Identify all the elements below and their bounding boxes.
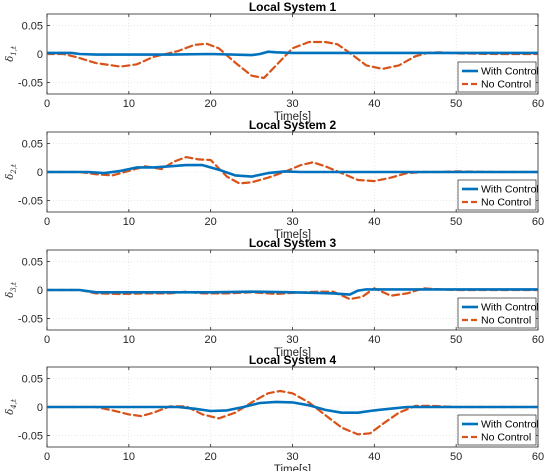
x-axis-label: Time[s] — [274, 464, 311, 471]
legend-label: No Control — [481, 315, 531, 327]
y-axis-label: δ4,t — [5, 399, 18, 415]
y-axis-label-subscript: 1,t — [10, 46, 18, 56]
x-tick-label: 50 — [450, 451, 462, 463]
x-tick-label: 20 — [205, 98, 217, 110]
legend-label: With Control — [481, 66, 539, 78]
chart-title: Local System 3 — [249, 236, 337, 250]
x-tick-label: 30 — [286, 98, 298, 110]
x-tick-label: 0 — [44, 98, 50, 110]
y-axis-label-subscript: 2,t — [10, 164, 18, 175]
x-tick-label: 0 — [44, 334, 50, 346]
y-tick-label: -0.05 — [18, 431, 43, 443]
x-tick-label: 0 — [44, 216, 50, 228]
y-tick-label: 0.05 — [22, 256, 43, 268]
x-tick-label: 40 — [368, 216, 380, 228]
y-tick-label: -0.05 — [18, 196, 43, 208]
legend-box — [457, 179, 537, 211]
y-axis-label-subscript: 4,t — [10, 399, 18, 410]
chart-title: Local System 1 — [249, 0, 337, 14]
y-tick-label: 0.05 — [22, 373, 43, 385]
chart-title: Local System 2 — [249, 118, 337, 132]
x-tick-label: 60 — [532, 98, 544, 110]
x-tick-label: 40 — [368, 98, 380, 110]
y-tick-label: 0 — [37, 285, 43, 297]
x-tick-label: 10 — [123, 451, 135, 463]
x-tick-label: 40 — [368, 451, 380, 463]
legend-label: No Control — [481, 79, 531, 91]
x-tick-label: 30 — [286, 451, 298, 463]
y-axis-label-symbol: δ — [5, 56, 16, 62]
x-axis-label: Time[s] — [274, 111, 311, 123]
subplot-2: Local System 20 10 20 30 40 50 600.050-0.05Tim… — [5, 118, 544, 241]
legend-box — [457, 297, 537, 329]
no-control-line — [47, 389, 538, 436]
legend-label: With Control — [481, 419, 539, 431]
y-axis-label-subscript: 3,t — [10, 282, 18, 292]
legend-box — [457, 414, 537, 446]
x-tick-label: 50 — [450, 98, 462, 110]
x-axis-label: Time[s] — [274, 229, 311, 241]
y-tick-label: 0 — [37, 167, 43, 179]
legend-label: With Control — [481, 302, 539, 314]
x-tick-label: 0 — [44, 451, 50, 463]
x-tick-label: 50 — [450, 216, 462, 228]
x-tick-label: 10 — [123, 98, 135, 110]
x-tick-label: 30 — [286, 334, 298, 346]
subplot-1: Local System 10 10 20 30 40 50 600.050-0.05Tim… — [5, 0, 544, 123]
x-tick-label: 10 — [123, 334, 135, 346]
legend-label: With Control — [481, 184, 539, 196]
legend-label: No Control — [481, 197, 531, 209]
legend-box — [457, 61, 537, 93]
x-tick-label: 20 — [205, 216, 217, 228]
with-control-line — [47, 50, 538, 57]
y-tick-label: 0.05 — [22, 20, 43, 32]
with-control-line — [47, 288, 538, 296]
x-tick-label: 10 — [123, 216, 135, 228]
y-axis-label: δ3,t — [5, 282, 18, 298]
x-tick-label: 20 — [205, 451, 217, 463]
x-tick-label: 50 — [450, 334, 462, 346]
y-tick-label: 0.05 — [22, 138, 43, 150]
x-tick-label: 60 — [532, 334, 544, 346]
chart-title: Local System 4 — [249, 353, 337, 367]
x-tick-label: 30 — [286, 216, 298, 228]
subplot-3: Local System 30 10 20 30 40 50 600.050-0.05Tim… — [5, 236, 544, 359]
no-control-line — [47, 40, 538, 80]
x-tick-label: 40 — [368, 334, 380, 346]
x-tick-label: 60 — [532, 451, 544, 463]
x-axis-label: Time[s] — [274, 347, 311, 359]
y-tick-label: 0 — [37, 402, 43, 414]
subplot-4: Local System 40 10 20 30 40 50 600.050-0.05Tim… — [5, 353, 544, 471]
y-axis-label: δ2,t — [5, 164, 18, 180]
legend-label: No Control — [481, 432, 531, 444]
y-tick-label: 0 — [37, 49, 43, 61]
x-tick-label: 20 — [205, 334, 217, 346]
y-tick-label: -0.05 — [18, 78, 43, 90]
y-axis-label: δ1,t — [5, 46, 18, 62]
y-tick-label: -0.05 — [18, 314, 43, 326]
with-control-line — [47, 400, 538, 415]
y-axis-label-symbol: δ — [5, 174, 16, 180]
with-control-line — [47, 163, 538, 178]
y-axis-label-symbol: δ — [5, 409, 16, 415]
x-tick-label: 60 — [532, 216, 544, 228]
y-axis-label-symbol: δ — [5, 292, 16, 298]
